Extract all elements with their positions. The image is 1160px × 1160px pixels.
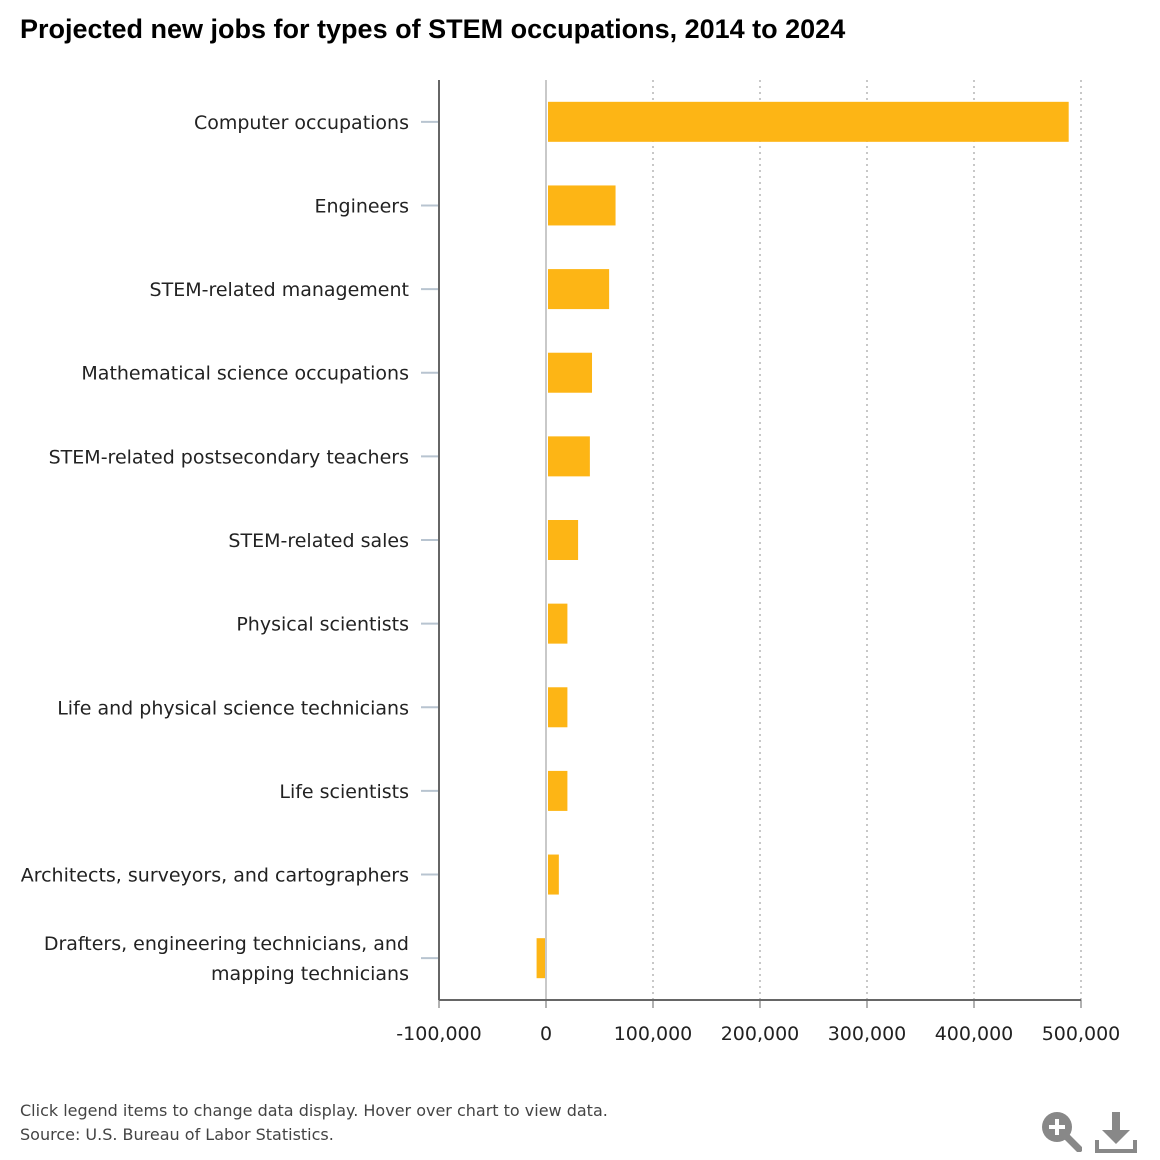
x-tick-label: 300,000 (828, 1023, 907, 1045)
category-label: Life scientists (279, 781, 409, 803)
bar[interactable] (548, 854, 559, 895)
grid-lines (652, 80, 1082, 1000)
category-label: Engineers (314, 195, 409, 217)
x-tick-label: 500,000 (1042, 1023, 1121, 1045)
footer-source: Source: U.S. Bureau of Labor Statistics. (20, 1125, 334, 1144)
axes (421, 80, 1082, 1008)
bar[interactable] (548, 520, 579, 560)
category-labels: Computer occupations Engineers STEM-relate… (21, 112, 409, 985)
category-label: Drafters, engineering technicians, and (44, 933, 409, 955)
x-tick-label: 400,000 (935, 1023, 1014, 1045)
x-tick-label: 200,000 (721, 1023, 800, 1045)
download-button[interactable] (1094, 1110, 1138, 1154)
category-label: mapping technicians (211, 963, 409, 985)
x-tick-label: 100,000 (614, 1023, 693, 1045)
bar[interactable] (548, 687, 568, 728)
category-label: Architects, surveyors, and cartographers (21, 865, 409, 887)
category-label: STEM-related sales (228, 530, 409, 552)
tick-labels: -100,000 0 100,000 200,000 300,000 400,000 500… (396, 1023, 1120, 1045)
bar[interactable] (548, 101, 1069, 142)
footer-instructions: Click legend items to change data displa… (20, 1101, 608, 1120)
category-label: STEM-related management (150, 279, 409, 301)
category-label: Physical scientists (236, 614, 409, 636)
x-tick-label: -100,000 (396, 1023, 481, 1045)
category-label: Life and physical science technicians (57, 697, 409, 719)
category-label: Computer occupations (194, 112, 409, 134)
category-label: STEM-related postsecondary teachers (49, 446, 409, 468)
bar[interactable] (536, 938, 546, 979)
category-label: Mathematical science occupations (81, 363, 409, 385)
chart-footer: Click legend items to change data displa… (20, 1099, 608, 1147)
bar[interactable] (548, 185, 616, 226)
bar[interactable] (548, 770, 568, 811)
bar[interactable] (548, 603, 568, 644)
zoom-in-icon (1042, 1112, 1083, 1153)
bars (536, 101, 1069, 979)
bar[interactable] (548, 436, 590, 477)
bar[interactable] (548, 269, 610, 310)
chart-title: Projected new jobs for types of STEM occ… (20, 14, 846, 44)
download-icon (1095, 1112, 1137, 1153)
x-tick-label: 0 (540, 1023, 552, 1045)
zoom-button[interactable] (1040, 1110, 1083, 1153)
bar-chart[interactable]: Computer occupations Engineers STEM-relate… (0, 0, 1160, 1090)
bar[interactable] (548, 352, 593, 393)
